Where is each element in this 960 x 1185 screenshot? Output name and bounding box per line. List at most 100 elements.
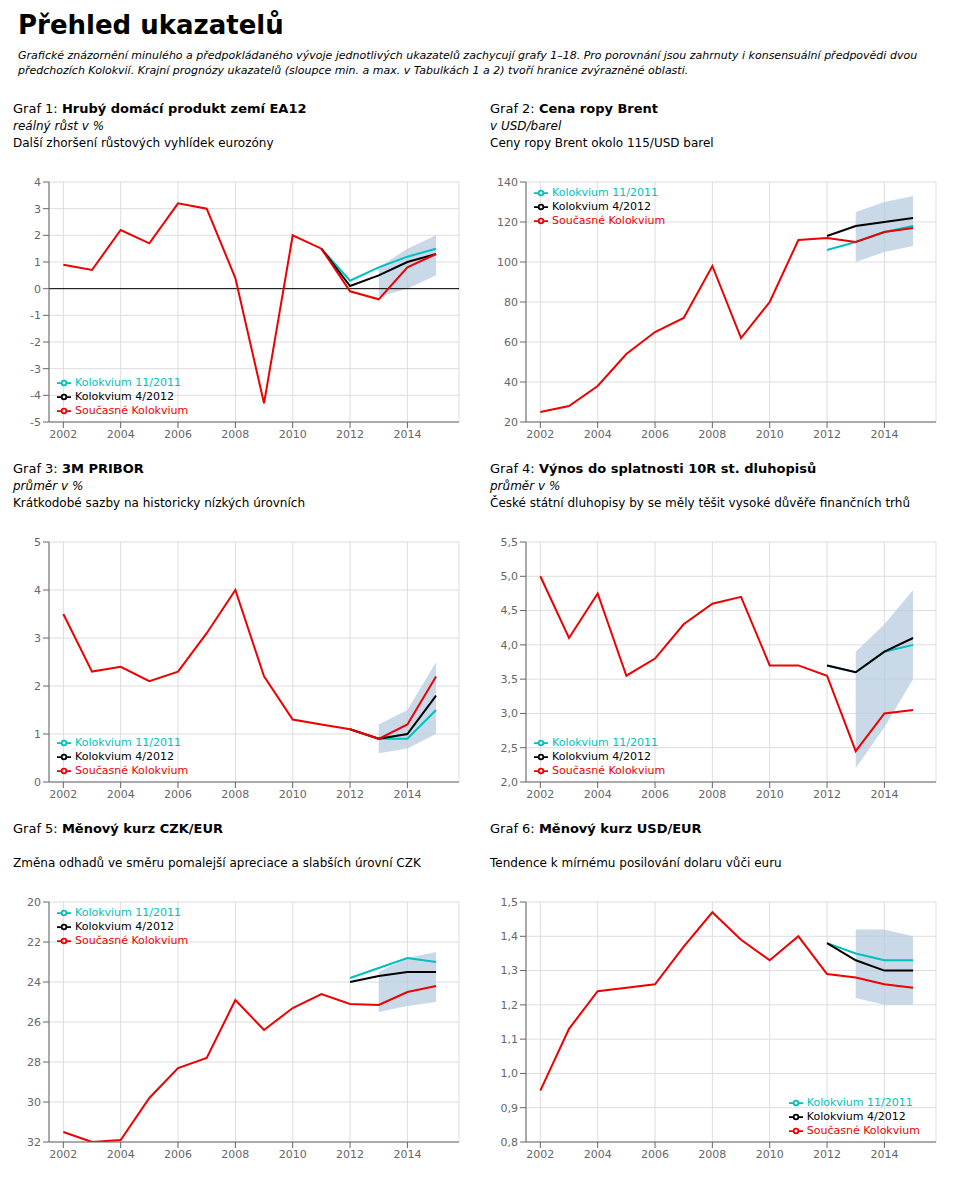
svg-text:2012: 2012 (336, 428, 364, 441)
svg-text:20: 20 (27, 896, 41, 909)
svg-text:0: 0 (34, 283, 41, 296)
svg-text:3,5: 3,5 (501, 673, 519, 686)
svg-text:30: 30 (27, 1096, 41, 1109)
svg-text:2,5: 2,5 (501, 742, 519, 755)
html-text:Graf 2: Cena ropy Brent: Graf 2: Cena ropy Brent (490, 101, 659, 116)
svg-text:2004: 2004 (584, 788, 612, 801)
svg-text:2006: 2006 (164, 428, 192, 441)
html-text:Grafické znázornění minulého a: Grafické znázornění minulého a předpoklá… (18, 49, 918, 77)
svg-text:2008: 2008 (221, 428, 249, 441)
svg-text:-4: -4 (30, 389, 41, 402)
svg-text:2010: 2010 (279, 1148, 307, 1161)
svg-text:100: 100 (497, 256, 518, 269)
svg-text:1,3: 1,3 (501, 964, 519, 977)
svg-text:4,0: 4,0 (501, 639, 519, 652)
svg-text:2002: 2002 (526, 428, 554, 441)
svg-text:2004: 2004 (107, 788, 135, 801)
svg-text:80: 80 (504, 296, 518, 309)
svg-text:28: 28 (27, 1056, 41, 1069)
svg-text:-1: -1 (30, 309, 41, 322)
svg-text:2004: 2004 (584, 428, 612, 441)
svg-text:60: 60 (504, 336, 518, 349)
svg-text:2006: 2006 (641, 1148, 669, 1161)
svg-text:2002: 2002 (526, 788, 554, 801)
svg-text:1,5: 1,5 (501, 896, 519, 909)
svg-text:2: 2 (34, 229, 41, 242)
svg-text:32: 32 (27, 1136, 41, 1149)
svg-text:4: 4 (34, 584, 41, 597)
svg-text:140: 140 (497, 176, 518, 189)
svg-text:4,5: 4,5 (501, 604, 519, 617)
svg-text:2012: 2012 (336, 788, 364, 801)
svg-text:24: 24 (27, 976, 41, 989)
svg-text:2004: 2004 (584, 1148, 612, 1161)
svg-text:-5: -5 (30, 416, 41, 429)
svg-text:120: 120 (497, 216, 518, 229)
svg-text:2014: 2014 (870, 788, 898, 801)
svg-text:3: 3 (34, 203, 41, 216)
svg-text:2012: 2012 (336, 1148, 364, 1161)
svg-text:20: 20 (504, 416, 518, 429)
svg-text:22: 22 (27, 936, 41, 949)
svg-text:2010: 2010 (279, 788, 307, 801)
svg-text:2002: 2002 (49, 1148, 77, 1161)
svg-text:-3: -3 (30, 363, 41, 376)
svg-text:2008: 2008 (698, 1148, 726, 1161)
svg-text:2004: 2004 (107, 428, 135, 441)
svg-text:2014: 2014 (870, 1148, 898, 1161)
svg-text:3: 3 (34, 632, 41, 645)
svg-text:3,0: 3,0 (501, 707, 519, 720)
svg-text:0,9: 0,9 (501, 1102, 519, 1115)
svg-text:2008: 2008 (698, 428, 726, 441)
svg-text:2010: 2010 (756, 428, 784, 441)
svg-text:5,5: 5,5 (501, 536, 519, 549)
svg-text:2004: 2004 (107, 1148, 135, 1161)
svg-text:1: 1 (34, 256, 41, 269)
svg-text:2010: 2010 (756, 1148, 784, 1161)
svg-text:5: 5 (34, 536, 41, 549)
svg-text:40: 40 (504, 376, 518, 389)
html-text:Graf 3: 3M PRIBOR: Graf 3: 3M PRIBOR (13, 461, 144, 476)
svg-text:2,0: 2,0 (501, 776, 519, 789)
svg-text:2006: 2006 (164, 788, 192, 801)
svg-text:2012: 2012 (813, 788, 841, 801)
svg-text:2002: 2002 (526, 1148, 554, 1161)
html-text:Graf 6: Měnový kurz USD/EUR: Graf 6: Měnový kurz USD/EUR (490, 821, 702, 836)
svg-text:2010: 2010 (279, 428, 307, 441)
html-text:v USD/barel: v USD/barel (490, 119, 562, 133)
svg-text:2: 2 (34, 680, 41, 693)
html-text:Graf 4: Výnos do splatnosti 10: Graf 4: Výnos do splatnosti 10R st. dluh… (490, 461, 817, 476)
svg-text:2014: 2014 (870, 428, 898, 441)
svg-text:1,1: 1,1 (501, 1033, 519, 1046)
svg-text:2012: 2012 (813, 428, 841, 441)
svg-text:2006: 2006 (641, 788, 669, 801)
svg-text:2012: 2012 (813, 1148, 841, 1161)
html-text:Graf 5: Měnový kurz CZK/EUR: Graf 5: Měnový kurz CZK/EUR (13, 821, 223, 836)
svg-text:2006: 2006 (164, 1148, 192, 1161)
html-text:reálný růst v %: reálný růst v % (13, 119, 105, 133)
svg-text:0: 0 (34, 776, 41, 789)
svg-text:2014: 2014 (393, 1148, 421, 1161)
svg-text:0,8: 0,8 (501, 1136, 519, 1149)
svg-text:1: 1 (34, 728, 41, 741)
html-text:Přehled ukazatelů: Přehled ukazatelů (18, 10, 284, 40)
svg-text:2014: 2014 (393, 428, 421, 441)
svg-text:2008: 2008 (698, 788, 726, 801)
html-text:Graf 1: Hrubý domácí produkt z: Graf 1: Hrubý domácí produkt zemí EA12 (13, 101, 307, 116)
svg-text:2002: 2002 (49, 788, 77, 801)
html-text:Další zhoršení růstových vyhlí: Další zhoršení růstových vyhlídek eurozó… (13, 136, 274, 150)
svg-text:1,0: 1,0 (501, 1067, 519, 1080)
svg-text:5,0: 5,0 (501, 570, 519, 583)
svg-text:2010: 2010 (756, 788, 784, 801)
svg-text:2002: 2002 (49, 428, 77, 441)
html-text:Ceny ropy Brent okolo 115/USD: Ceny ropy Brent okolo 115/USD barel (490, 136, 714, 150)
svg-text:2014: 2014 (393, 788, 421, 801)
svg-text:2006: 2006 (641, 428, 669, 441)
svg-text:4: 4 (34, 176, 41, 189)
svg-text:-2: -2 (30, 336, 41, 349)
svg-text:2008: 2008 (221, 788, 249, 801)
svg-text:1,2: 1,2 (501, 999, 519, 1012)
svg-text:1,4: 1,4 (501, 930, 519, 943)
svg-text:2008: 2008 (221, 1148, 249, 1161)
svg-text:26: 26 (27, 1016, 41, 1029)
